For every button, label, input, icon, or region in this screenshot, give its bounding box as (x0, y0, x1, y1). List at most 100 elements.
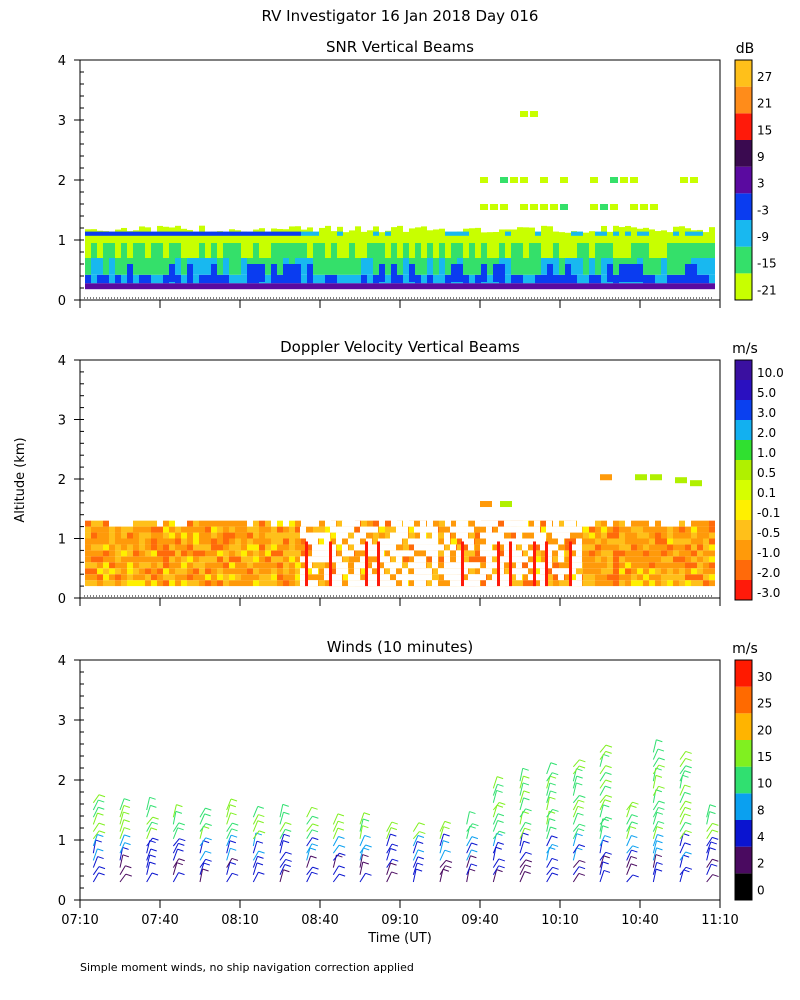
velocity-cell (673, 538, 679, 545)
snr-cell (391, 283, 397, 290)
velocity-gap (516, 520, 522, 527)
velocity-cell (133, 574, 139, 581)
velocity-cell (295, 574, 301, 581)
velocity-cell (241, 580, 247, 587)
wind-barb-flag (418, 822, 425, 826)
snr-cell (595, 232, 601, 243)
snr-cell (685, 231, 691, 236)
colorbar-cell (735, 60, 752, 87)
velocity-cell (553, 538, 559, 545)
snr-cell (211, 283, 217, 290)
velocity-gap (492, 580, 498, 587)
velocity-cell (655, 526, 661, 533)
velocity-gap (540, 538, 546, 545)
velocity-gap (576, 526, 582, 533)
colorbar-tick-label: -9 (757, 230, 769, 244)
wind-barb-flag (123, 819, 130, 823)
wind-barb (226, 828, 233, 840)
wind-barb (572, 775, 578, 789)
snr-cell (529, 243, 535, 258)
velocity-cell (259, 550, 265, 557)
velocity-cell (679, 568, 685, 575)
velocity-gap (504, 556, 510, 563)
velocity-gap (456, 556, 462, 563)
velocity-cell (361, 538, 367, 545)
wind-barb (652, 821, 659, 832)
velocity-cell (283, 526, 289, 533)
wind-barb (172, 811, 177, 825)
velocity-cell (319, 568, 325, 575)
velocity-cell (427, 562, 433, 569)
velocity-cell (673, 544, 679, 551)
velocity-cell (193, 580, 199, 587)
colorbar-tick-label: -3 (757, 203, 769, 217)
velocity-gap (546, 544, 552, 551)
wind-barb-flag (204, 813, 211, 817)
snr-cell (493, 243, 499, 258)
wind-barb (679, 866, 687, 876)
wind-barb-flag (338, 844, 346, 848)
snr-cell (679, 243, 685, 258)
velocity-gap (378, 550, 384, 557)
velocity-gap (462, 562, 468, 569)
velocity-gap (306, 580, 312, 587)
velocity-cell (691, 544, 697, 551)
velocity-cell (121, 568, 127, 575)
velocity-gap (324, 574, 330, 581)
velocity-cell (109, 562, 115, 569)
wind-barb-flag (122, 854, 130, 858)
velocity-cell (253, 520, 259, 527)
snr-layer-cell (630, 177, 638, 183)
velocity-gap (324, 544, 330, 551)
velocity-cell (571, 574, 577, 581)
snr-cell (661, 243, 667, 258)
snr-cell (175, 258, 181, 275)
velocity-cell (595, 544, 601, 551)
velocity-cell (211, 538, 217, 545)
velocity-cell (265, 532, 271, 539)
colorbar-tick-label: 0.5 (757, 466, 776, 480)
wind-barb-flag (496, 804, 504, 808)
snr-cell (385, 274, 391, 284)
velocity-cell (271, 568, 277, 575)
velocity-gap (540, 580, 546, 587)
wind-barb (252, 850, 260, 861)
velocity-cell (241, 568, 247, 575)
snr-cell (301, 231, 307, 236)
velocity-cell (709, 538, 715, 545)
wind-barb (172, 804, 177, 818)
wind-barb-flag (443, 833, 450, 837)
velocity-cell (139, 562, 145, 569)
snr-cell (505, 274, 511, 284)
velocity-gap (414, 580, 420, 587)
velocity-cell (655, 538, 661, 545)
snr-cell (181, 228, 187, 243)
colorbar-cell (735, 873, 752, 900)
velocity-cell (601, 526, 607, 533)
wind-barb (386, 862, 392, 875)
snr-cell (535, 243, 541, 258)
velocity-cell (145, 568, 151, 575)
velocity-cell (331, 538, 337, 545)
snr-cell (271, 231, 277, 236)
wind-barb-flag (605, 851, 612, 855)
velocity-gap (402, 550, 408, 557)
wind-barb-flag (709, 811, 716, 815)
snr-layer-cell (550, 204, 558, 210)
velocity-cell (289, 544, 295, 551)
velocity-cell (463, 556, 469, 563)
wind-barb-flag (178, 858, 185, 862)
velocity-cell (343, 538, 349, 545)
snr-cell (133, 258, 139, 275)
snr-cell (265, 243, 271, 258)
velocity-gap (366, 538, 372, 545)
colorbar-cell (735, 193, 752, 220)
snr-cell (139, 258, 145, 275)
snr-cell (541, 225, 547, 243)
velocity-cell (157, 568, 163, 575)
velocity-cell (211, 580, 217, 587)
velocity-cell (109, 556, 115, 563)
snr-cell (547, 243, 553, 258)
snr-cell (685, 264, 691, 282)
velocity-cell (655, 568, 661, 575)
